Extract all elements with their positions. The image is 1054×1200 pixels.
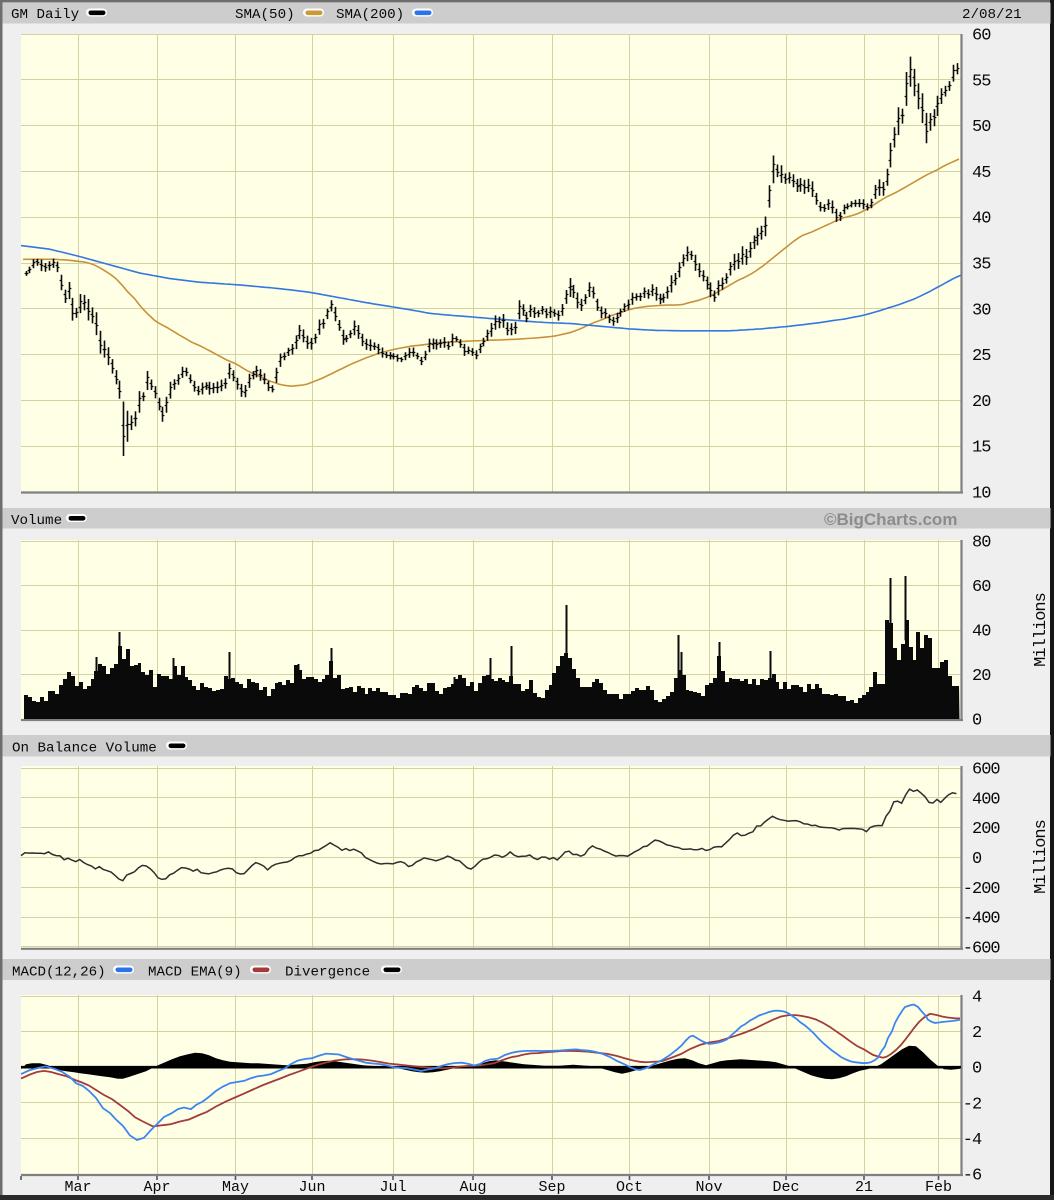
svg-text:200: 200 [972,820,1000,839]
svg-text:-600: -600 [963,940,1001,959]
svg-text:80: 80 [972,534,991,553]
svg-text:Jun: Jun [298,1179,325,1196]
svg-text:15: 15 [972,439,991,458]
svg-text:Millions: Millions [1032,820,1051,894]
svg-text:0: 0 [972,850,982,869]
svg-text:Aug: Aug [459,1179,486,1196]
svg-text:-2: -2 [963,1095,981,1114]
svg-text:©BigCharts.com: ©BigCharts.com [824,510,957,529]
svg-text:600: 600 [972,761,1000,780]
svg-text:50: 50 [972,118,991,137]
svg-text:Dec: Dec [772,1179,799,1196]
svg-text:Divergence: Divergence [285,965,370,981]
svg-text:SMA(50): SMA(50) [235,7,295,23]
svg-text:2: 2 [972,1024,981,1043]
svg-text:30: 30 [972,301,991,320]
svg-text:60: 60 [972,27,991,46]
svg-text:45: 45 [972,164,991,183]
svg-text:0: 0 [972,712,982,731]
svg-text:55: 55 [972,72,991,91]
svg-text:25: 25 [972,347,991,366]
svg-text:10: 10 [972,485,991,504]
svg-text:40: 40 [972,623,991,642]
svg-text:-6: -6 [963,1167,982,1186]
svg-text:20: 20 [972,393,991,412]
svg-text:Volume: Volume [11,513,62,529]
svg-text:-4: -4 [963,1131,982,1150]
svg-text:2/08/21: 2/08/21 [962,7,1022,23]
svg-text:SMA(200): SMA(200) [336,7,404,23]
svg-text:-400: -400 [963,910,1001,929]
svg-text:35: 35 [972,256,991,275]
svg-text:Nov: Nov [695,1179,722,1196]
svg-text:Feb: Feb [925,1179,952,1196]
svg-text:Mar: Mar [64,1179,91,1196]
svg-text:4: 4 [972,989,982,1008]
svg-text:MACD(12,26): MACD(12,26) [12,965,106,981]
svg-text:20: 20 [972,667,991,686]
svg-text:Jul: Jul [379,1179,406,1196]
svg-text:60: 60 [972,578,991,597]
svg-text:40: 40 [972,210,991,229]
svg-text:400: 400 [972,790,1000,809]
svg-text:0: 0 [972,1060,982,1079]
svg-text:Apr: Apr [143,1179,170,1196]
svg-text:MACD EMA(9): MACD EMA(9) [148,965,242,981]
svg-text:Oct: Oct [616,1179,643,1196]
svg-text:May: May [222,1179,249,1196]
svg-text:Millions: Millions [1032,593,1051,667]
svg-text:Sep: Sep [538,1179,565,1196]
svg-text:-200: -200 [963,880,1001,899]
svg-text:On Balance Volume: On Balance Volume [12,741,157,757]
svg-text:21: 21 [855,1179,873,1196]
svg-text:GM Daily: GM Daily [11,7,80,23]
